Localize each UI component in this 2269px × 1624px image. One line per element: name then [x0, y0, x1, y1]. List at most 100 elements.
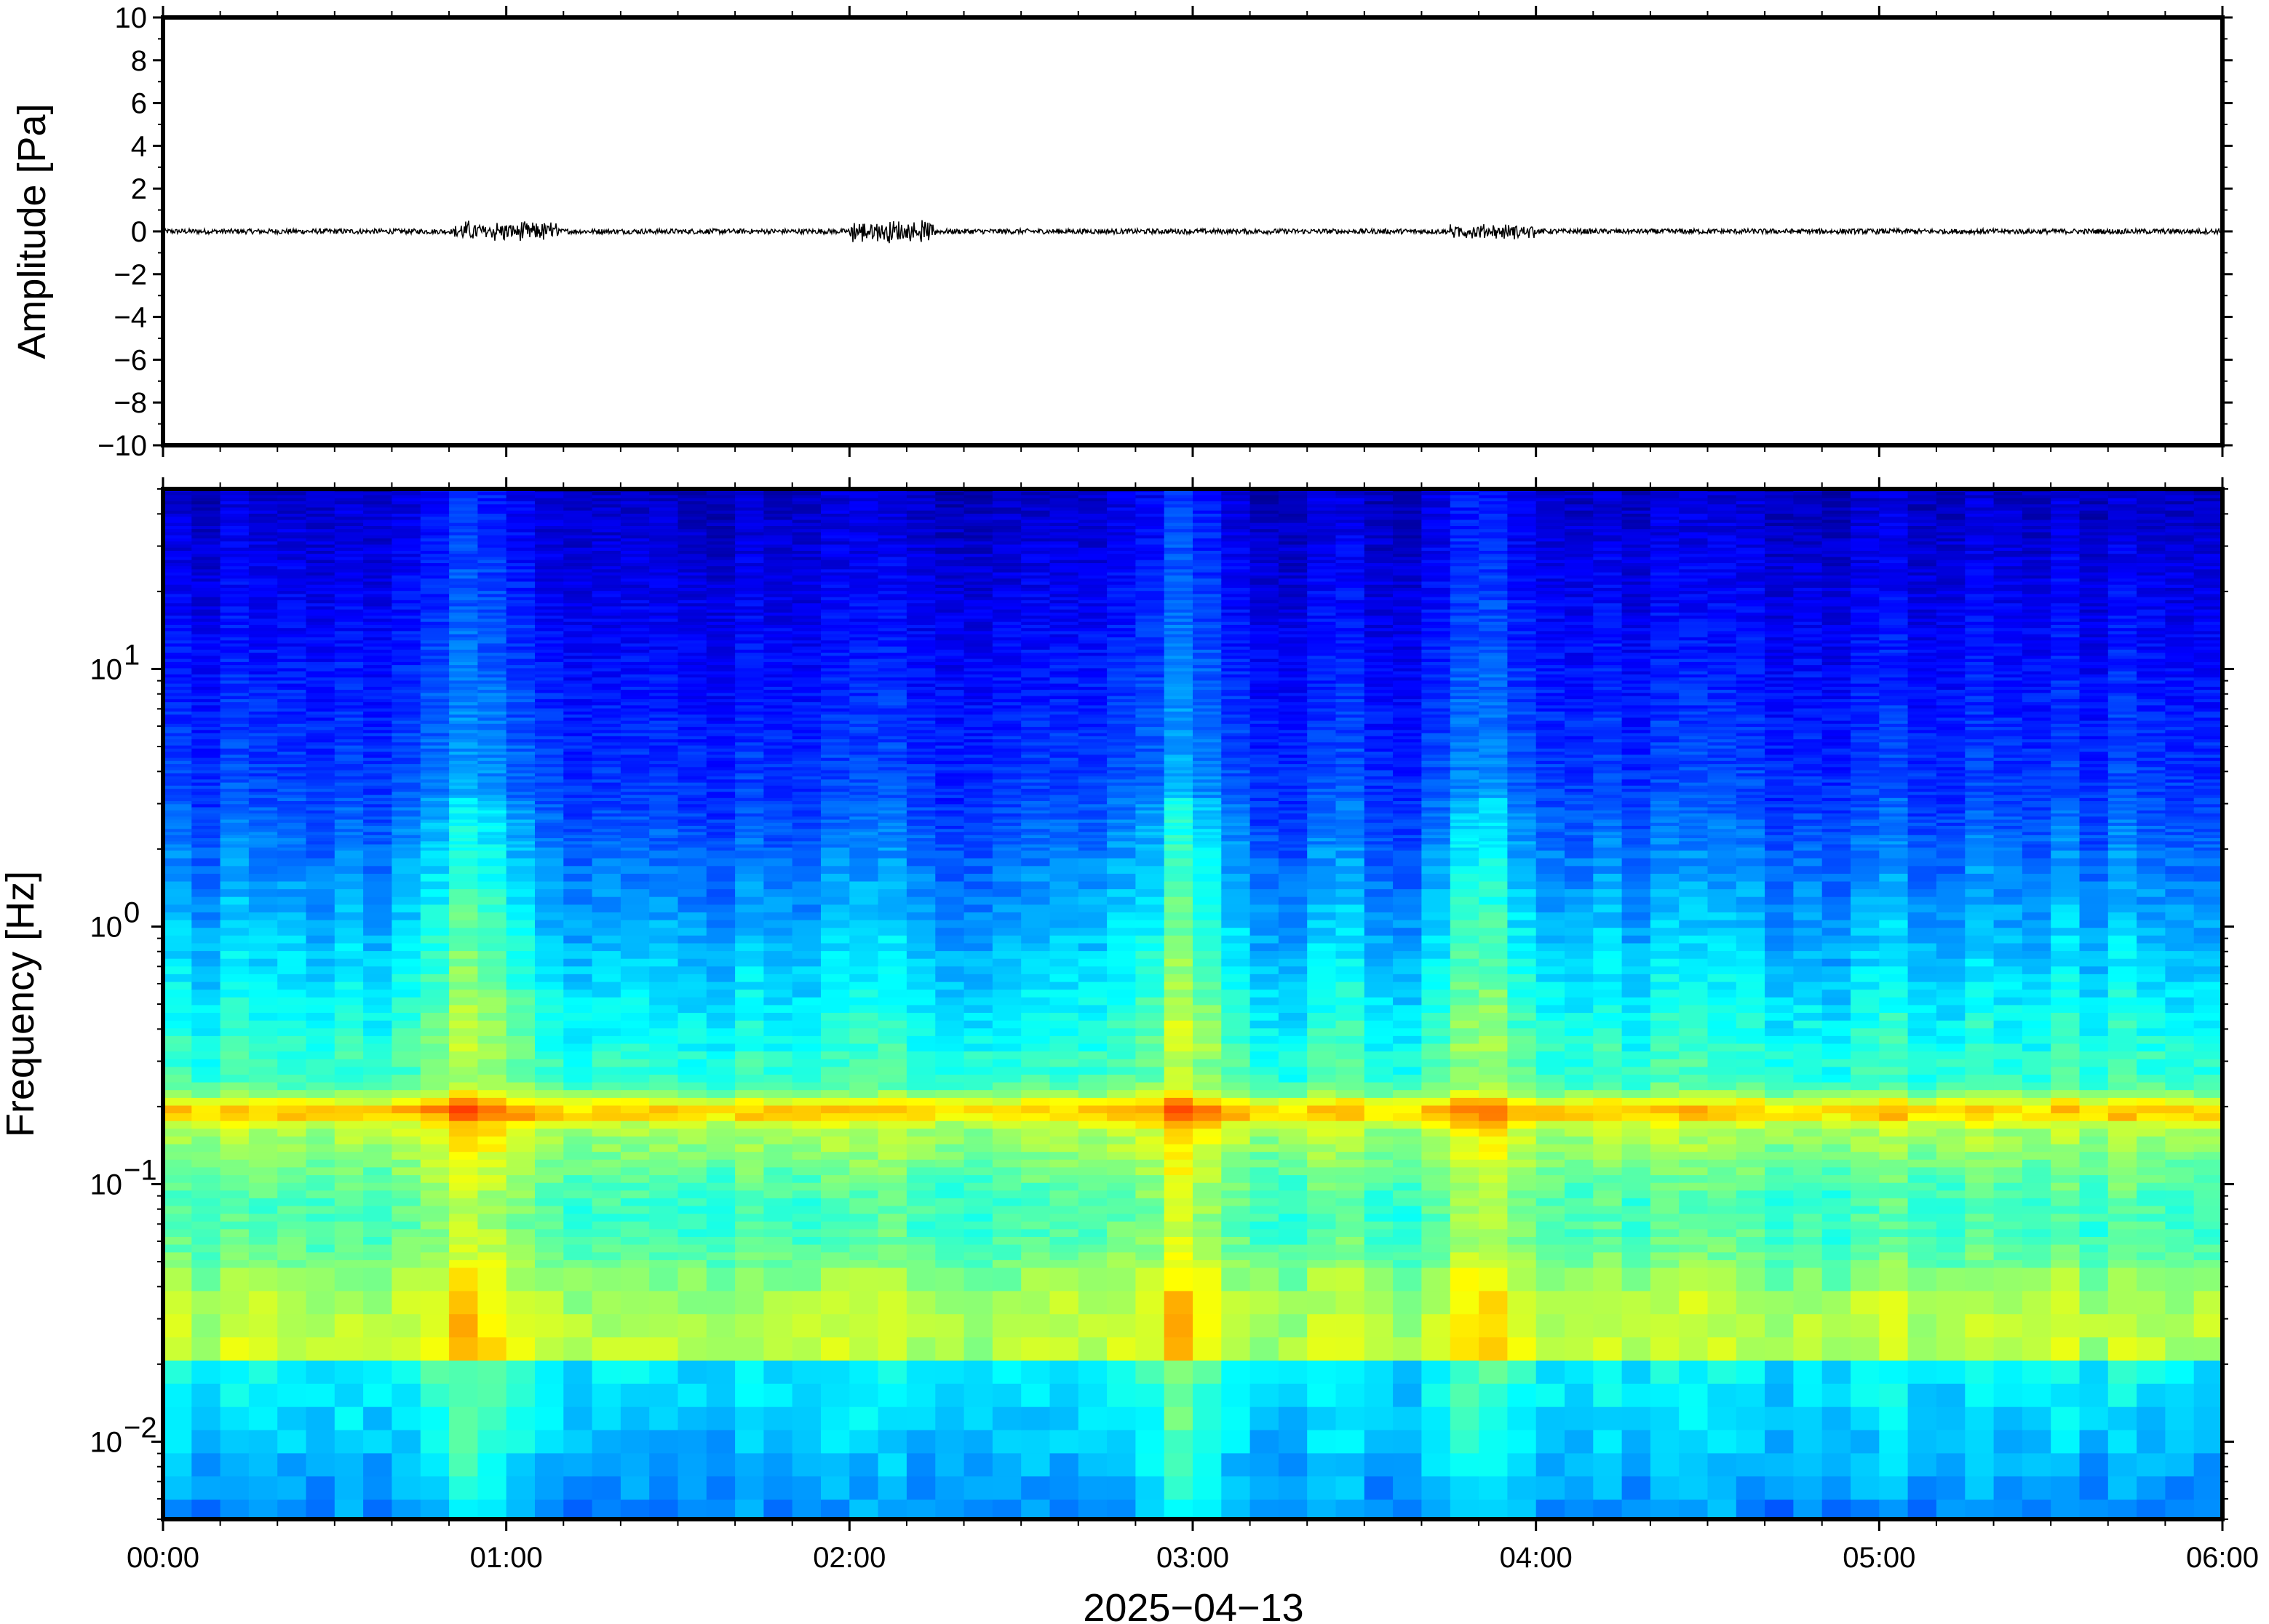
- spectrogram-cell: [306, 584, 335, 589]
- spectrogram-cell: [535, 1229, 565, 1238]
- spectrogram-cell: [449, 1175, 479, 1184]
- spectrogram-cell: [392, 1129, 421, 1137]
- spectrogram-cell: [620, 702, 650, 706]
- spectrogram-cell: [248, 792, 278, 796]
- spectrogram-cell: [506, 609, 536, 613]
- spectrogram-cell: [735, 1082, 765, 1091]
- spectrogram-cell: [849, 1383, 879, 1408]
- spectrogram-cell: [677, 736, 707, 740]
- spectrogram-cell: [620, 727, 650, 731]
- spectrogram-cell: [248, 723, 278, 728]
- spectrogram-cell: [449, 813, 479, 817]
- spectrogram-cell: [248, 742, 278, 747]
- spectrogram-cell: [191, 717, 221, 722]
- spectrogram-cell: [563, 656, 593, 660]
- spectrogram-cell: [306, 801, 335, 805]
- spectrogram-cell: [563, 785, 593, 789]
- spectrogram-cell: [420, 649, 450, 653]
- spectrogram-cell: [735, 693, 765, 697]
- spectrogram-cell: [248, 526, 278, 530]
- spectrogram-cell: [620, 634, 650, 638]
- spectrogram-cell: [277, 904, 307, 913]
- spectrogram-cell: [392, 1237, 421, 1246]
- spectrogram-cell: [334, 708, 364, 712]
- spectrogram-cell: [821, 851, 851, 859]
- spectrogram-cell: [306, 912, 335, 921]
- spectrogram-cell: [220, 618, 250, 623]
- spectrogram-cell: [191, 881, 221, 890]
- spectrogram-cell: [449, 951, 479, 960]
- spectrogram-cell: [563, 866, 593, 875]
- spectrogram-cell: [477, 517, 507, 521]
- spectrogram-cell: [620, 829, 650, 833]
- spectrogram-cell: [849, 717, 879, 722]
- spectrogram-cell: [620, 1028, 650, 1037]
- spectrogram-cell: [163, 557, 193, 561]
- spectrogram-cell: [677, 606, 707, 610]
- spectrogram-cell: [849, 569, 879, 573]
- spectrogram-cell: [677, 628, 707, 632]
- spectrogram-cell: [735, 532, 765, 536]
- spectrogram-cell: [477, 752, 507, 756]
- spectrogram-cell: [849, 514, 879, 517]
- spectrogram-cell: [449, 1500, 479, 1519]
- spectrogram-cell: [506, 715, 536, 719]
- spectrogram-cell: [620, 1453, 650, 1478]
- spectrogram-cell: [821, 507, 851, 512]
- spectrogram-cell: [735, 742, 765, 747]
- spectrogram-cell: [792, 1190, 822, 1199]
- spectrogram-cell: [878, 1121, 907, 1130]
- spectrogram-cell: [306, 1005, 335, 1014]
- spectrogram-cell: [792, 529, 822, 533]
- spectrogram-cell: [363, 504, 393, 509]
- spectrogram-cell: [248, 1028, 278, 1037]
- spectrogram-cell: [906, 715, 936, 719]
- spectrogram-cell: [248, 547, 278, 552]
- spectrogram-cell: [735, 554, 765, 558]
- spectrogram-cell: [363, 495, 393, 499]
- spectrogram-cell: [334, 757, 364, 762]
- spectrogram-cell: [763, 634, 793, 638]
- spectrogram-cell: [821, 1182, 851, 1192]
- spectrogram-cell: [420, 653, 450, 657]
- spectrogram-cell: [849, 912, 879, 921]
- spectrogram-cell: [649, 1237, 679, 1246]
- spectrogram-cell: [620, 529, 650, 533]
- spectrogram-cell: [506, 904, 536, 913]
- spectrogram-cell: [334, 526, 364, 530]
- spectrogram-cell: [477, 1337, 507, 1361]
- spectrogram-cell: [477, 789, 507, 793]
- spectrogram-cell: [220, 514, 250, 517]
- spectrogram-cell: [535, 631, 565, 635]
- spectrogram-cell: [906, 795, 936, 799]
- spectrogram-cell: [706, 522, 736, 527]
- spectrogram-cell: [477, 935, 507, 944]
- spectrogram-cell: [191, 529, 221, 533]
- spectrogram-cell: [277, 928, 307, 936]
- spectrogram-cell: [392, 1291, 421, 1315]
- spectrogram-cell: [792, 653, 822, 657]
- spectrogram-cell: [420, 1097, 450, 1107]
- spectrogram-cell: [363, 1105, 393, 1114]
- spectrogram-cell: [620, 974, 650, 983]
- spectrogram-cell: [592, 520, 621, 524]
- spectrogram-cell: [849, 624, 879, 629]
- spectrogram-cell: [420, 813, 450, 817]
- spectrogram-cell: [878, 745, 907, 749]
- spectrogram-cell: [220, 702, 250, 706]
- spectrogram-cell: [563, 1383, 593, 1408]
- spectrogram-cell: [849, 1229, 879, 1238]
- spectrogram-cell: [563, 1244, 593, 1253]
- spectrogram-cell: [477, 838, 507, 842]
- spectrogram-cell: [220, 851, 250, 859]
- spectrogram-cell: [506, 658, 536, 663]
- spectrogram-cell: [906, 822, 936, 827]
- spectrogram-cell: [592, 501, 621, 505]
- spectrogram-cell: [506, 776, 536, 781]
- spectrogram-cell: [821, 733, 851, 737]
- spectrogram-cell: [649, 653, 679, 657]
- spectrogram-cell: [334, 835, 364, 839]
- spectrogram-cell: [677, 529, 707, 533]
- spectrogram-cell: [392, 628, 421, 632]
- spectrogram-cell: [392, 1043, 421, 1052]
